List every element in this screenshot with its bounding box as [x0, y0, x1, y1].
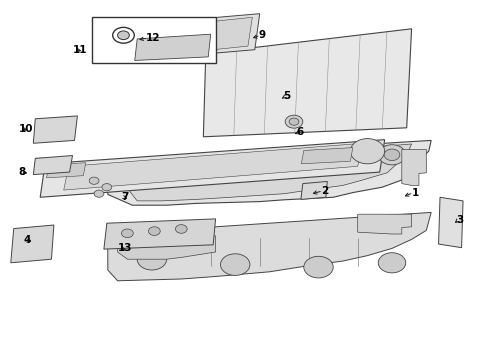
Text: 4: 4: [24, 235, 31, 246]
Polygon shape: [358, 214, 412, 234]
Polygon shape: [179, 17, 252, 53]
Polygon shape: [108, 140, 431, 205]
Text: 10: 10: [19, 124, 33, 134]
Text: 12: 12: [146, 33, 161, 43]
Circle shape: [378, 253, 406, 273]
Polygon shape: [402, 149, 426, 185]
Polygon shape: [33, 156, 73, 175]
Polygon shape: [203, 29, 412, 137]
Circle shape: [89, 177, 99, 184]
Polygon shape: [301, 148, 353, 164]
Text: 1: 1: [412, 188, 419, 198]
Text: 3: 3: [457, 215, 464, 225]
Circle shape: [102, 184, 112, 191]
Polygon shape: [172, 14, 260, 57]
Circle shape: [113, 27, 134, 43]
Text: 9: 9: [259, 30, 266, 40]
Polygon shape: [135, 34, 211, 60]
Circle shape: [175, 225, 187, 233]
Circle shape: [137, 248, 167, 270]
Polygon shape: [40, 140, 385, 197]
Circle shape: [118, 31, 129, 40]
Text: 11: 11: [73, 45, 87, 55]
Circle shape: [350, 139, 385, 164]
Circle shape: [384, 149, 400, 161]
Polygon shape: [11, 225, 54, 263]
Text: 13: 13: [118, 243, 132, 253]
Circle shape: [94, 190, 104, 197]
Circle shape: [285, 115, 303, 128]
Bar: [92, 17, 216, 63]
Polygon shape: [127, 144, 412, 201]
Circle shape: [148, 227, 160, 235]
Text: 7: 7: [122, 192, 129, 202]
Text: 2: 2: [321, 186, 328, 196]
Text: 6: 6: [296, 127, 304, 138]
Text: 5: 5: [283, 91, 291, 102]
Polygon shape: [104, 219, 216, 249]
Text: 8: 8: [19, 167, 26, 177]
Circle shape: [289, 118, 299, 125]
Circle shape: [378, 145, 406, 165]
Polygon shape: [64, 143, 363, 190]
Circle shape: [220, 254, 250, 275]
Polygon shape: [47, 163, 86, 178]
Polygon shape: [301, 181, 327, 199]
Polygon shape: [118, 236, 216, 259]
Circle shape: [122, 229, 133, 238]
Polygon shape: [33, 116, 77, 143]
Circle shape: [304, 256, 333, 278]
Polygon shape: [439, 197, 463, 248]
Polygon shape: [108, 212, 431, 281]
